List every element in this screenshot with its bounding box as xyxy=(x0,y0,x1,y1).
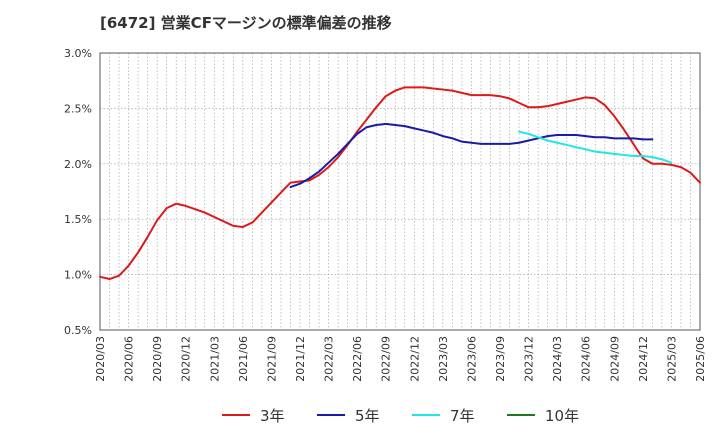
legend-item: 5年 xyxy=(317,402,380,428)
series-line xyxy=(289,122,654,189)
y-tick-label: 2.0% xyxy=(64,158,92,171)
y-tick-label: 2.5% xyxy=(64,102,92,115)
x-tick-label: 2021/12 xyxy=(294,336,307,382)
y-tick-label: 0.5% xyxy=(64,324,92,337)
plot-frame xyxy=(99,52,701,331)
series-line xyxy=(518,130,673,164)
axis-labels: 0.5% 1.0% 1.5% 2.0% 2.5% 3.0% 2020/03 2020/06 20… xyxy=(64,47,707,382)
legend-item: 7年 xyxy=(412,402,475,428)
series-lines xyxy=(99,86,701,281)
x-tick-label: 2023/03 xyxy=(437,336,450,382)
x-tick-label: 2020/06 xyxy=(123,336,136,382)
legend-label: 3年 xyxy=(260,406,285,425)
x-tick-label: 2025/06 xyxy=(694,336,707,382)
x-tick-label: 2024/06 xyxy=(580,336,593,382)
x-tick-label: 2023/06 xyxy=(465,336,478,382)
legend-item: 10年 xyxy=(507,402,579,428)
legend-label: 5年 xyxy=(355,406,380,425)
x-tick-label: 2022/12 xyxy=(408,336,421,382)
legend: 3年 5年 7年 10年 xyxy=(0,402,720,428)
y-tick-label: 3.0% xyxy=(64,47,92,60)
legend-swatch xyxy=(412,414,440,416)
series-line xyxy=(99,86,701,281)
x-tick-label: 2022/09 xyxy=(380,336,393,382)
x-tick-label: 2025/03 xyxy=(665,336,678,382)
x-tick-label: 2022/06 xyxy=(351,336,364,382)
x-tick-label: 2023/12 xyxy=(523,336,536,382)
y-tick-label: 1.5% xyxy=(64,213,92,226)
x-tick-label: 2020/09 xyxy=(151,336,164,382)
chart-title: [6472] 営業CFマージンの標準偏差の推移 xyxy=(100,14,392,32)
x-tick-label: 2024/12 xyxy=(637,336,650,382)
x-tick-label: 2020/12 xyxy=(180,336,193,382)
legend-swatch xyxy=(222,414,250,416)
legend-label: 7年 xyxy=(450,406,475,425)
x-tick-label: 2021/06 xyxy=(237,336,250,382)
legend-swatch xyxy=(317,414,345,416)
x-tick-label: 2023/09 xyxy=(494,336,507,382)
x-tick-label: 2024/03 xyxy=(551,336,564,382)
y-tick-label: 1.0% xyxy=(64,269,92,282)
x-tick-label: 2021/03 xyxy=(208,336,221,382)
legend-swatch xyxy=(507,414,535,416)
legend-label: 10年 xyxy=(545,406,580,425)
legend-item: 3年 xyxy=(222,402,285,428)
x-tick-label: 2020/03 xyxy=(94,336,107,382)
x-tick-label: 2022/03 xyxy=(323,336,336,382)
x-tick-label: 2024/09 xyxy=(608,336,621,382)
x-tick-label: 2021/09 xyxy=(265,336,278,382)
grid xyxy=(99,52,701,331)
